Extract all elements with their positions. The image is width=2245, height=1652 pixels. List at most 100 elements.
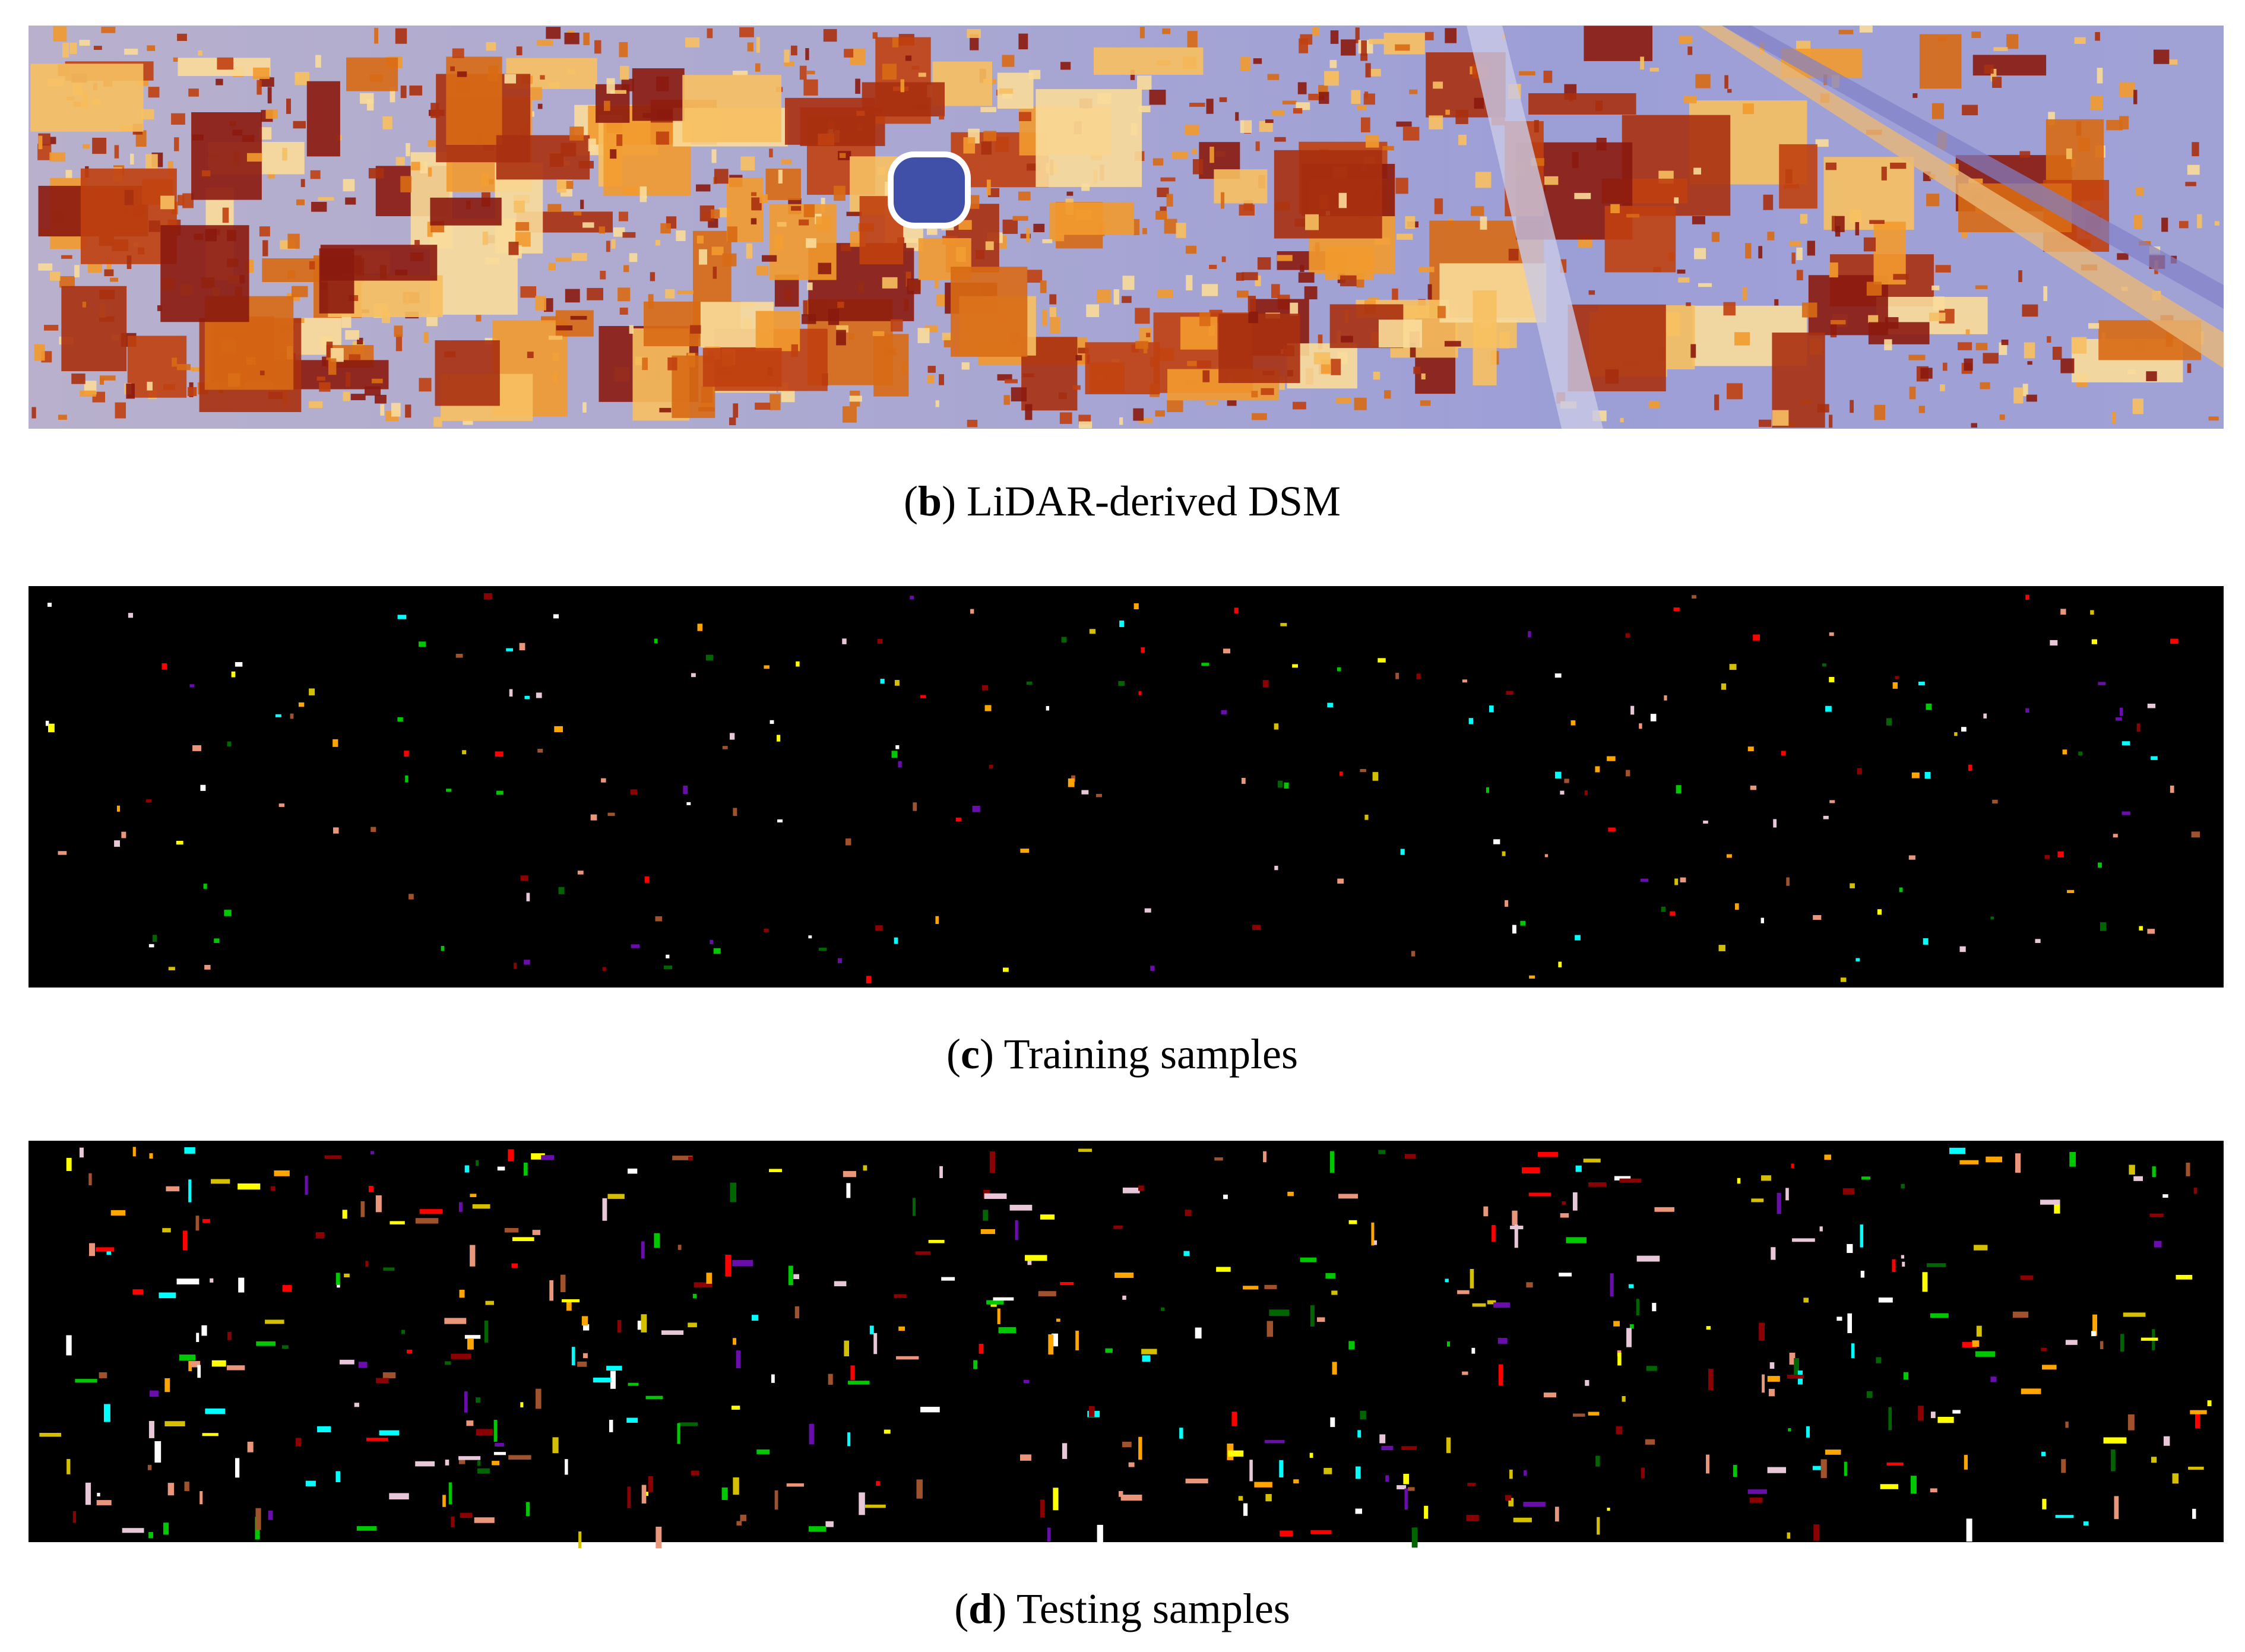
sample <box>1718 945 1725 951</box>
sample <box>1472 1303 1486 1307</box>
sample <box>162 1228 171 1233</box>
building <box>1221 256 1226 262</box>
sample <box>497 1166 505 1171</box>
building <box>943 337 951 347</box>
sample <box>1560 790 1565 795</box>
building <box>1684 96 1697 104</box>
building <box>62 43 69 58</box>
sample <box>383 1267 395 1271</box>
sample <box>1489 705 1494 713</box>
building <box>1687 46 1693 55</box>
building <box>174 137 179 151</box>
building <box>769 148 773 157</box>
building <box>935 400 939 407</box>
building <box>69 42 77 55</box>
building <box>1884 339 1892 350</box>
sample <box>537 749 543 753</box>
sample <box>441 945 445 951</box>
sample <box>916 1479 923 1499</box>
building <box>216 78 223 86</box>
building <box>1763 194 1774 210</box>
sample <box>1020 849 1030 853</box>
sample <box>47 603 52 607</box>
sample <box>1466 1515 1479 1521</box>
sample <box>1323 1467 1332 1474</box>
building <box>702 347 782 387</box>
building <box>791 344 798 357</box>
sample <box>1607 756 1616 761</box>
sample <box>1216 1267 1231 1272</box>
building <box>561 143 577 157</box>
caption-open: ( <box>954 1585 968 1632</box>
sample <box>200 1491 203 1505</box>
sample <box>536 692 542 698</box>
sample <box>2050 640 2058 646</box>
building <box>1329 59 1337 68</box>
sample <box>863 1165 867 1171</box>
building <box>690 325 701 334</box>
sample <box>1520 920 1526 926</box>
building <box>1162 28 1171 34</box>
building <box>316 376 325 381</box>
sample <box>2040 1200 2060 1205</box>
building <box>259 127 272 140</box>
sample <box>1747 1489 1767 1494</box>
sample <box>774 1490 778 1510</box>
building <box>2179 221 2189 229</box>
sample <box>973 1360 978 1369</box>
sample <box>1902 1261 1905 1267</box>
building <box>711 246 724 255</box>
building <box>1209 264 1217 269</box>
sample <box>201 1325 207 1336</box>
building <box>130 153 134 165</box>
sample <box>282 1285 292 1292</box>
building <box>1420 400 1431 406</box>
sample <box>1040 1499 1045 1518</box>
sample <box>524 695 530 700</box>
building <box>1759 419 1772 427</box>
sample <box>2065 1340 2078 1345</box>
sample <box>1922 1272 1928 1292</box>
building <box>660 223 671 234</box>
sample <box>1118 1490 1123 1497</box>
building <box>906 238 921 248</box>
building <box>2022 384 2028 397</box>
building <box>967 29 981 38</box>
sample <box>203 884 207 889</box>
sample <box>2149 1213 2164 1217</box>
sample <box>770 720 774 724</box>
sample <box>1524 1470 1527 1476</box>
building <box>839 153 846 159</box>
building <box>1850 210 1862 224</box>
building <box>1171 151 1188 159</box>
sample <box>333 739 338 747</box>
sample <box>409 894 414 900</box>
building <box>1874 404 1886 420</box>
building <box>1692 216 1705 224</box>
sample <box>340 1359 354 1365</box>
building <box>1199 312 1211 327</box>
sample <box>2170 785 2174 793</box>
sample <box>99 1372 107 1378</box>
sample <box>298 702 305 707</box>
building <box>740 156 755 171</box>
building <box>375 394 387 404</box>
sample <box>582 1353 588 1359</box>
building <box>1866 281 1882 296</box>
building <box>160 195 175 210</box>
building <box>1305 214 1319 230</box>
sample <box>1558 961 1562 967</box>
sample <box>1243 1286 1259 1290</box>
sample <box>1183 1251 1190 1257</box>
building <box>395 157 405 166</box>
building <box>2013 387 2024 404</box>
building <box>781 390 795 403</box>
sample <box>176 1278 200 1284</box>
sample <box>691 1470 699 1476</box>
sample <box>637 1320 644 1330</box>
building <box>1560 259 1567 273</box>
building <box>148 220 160 232</box>
building <box>987 188 1000 198</box>
building <box>1815 139 1829 147</box>
sample <box>458 1456 481 1460</box>
